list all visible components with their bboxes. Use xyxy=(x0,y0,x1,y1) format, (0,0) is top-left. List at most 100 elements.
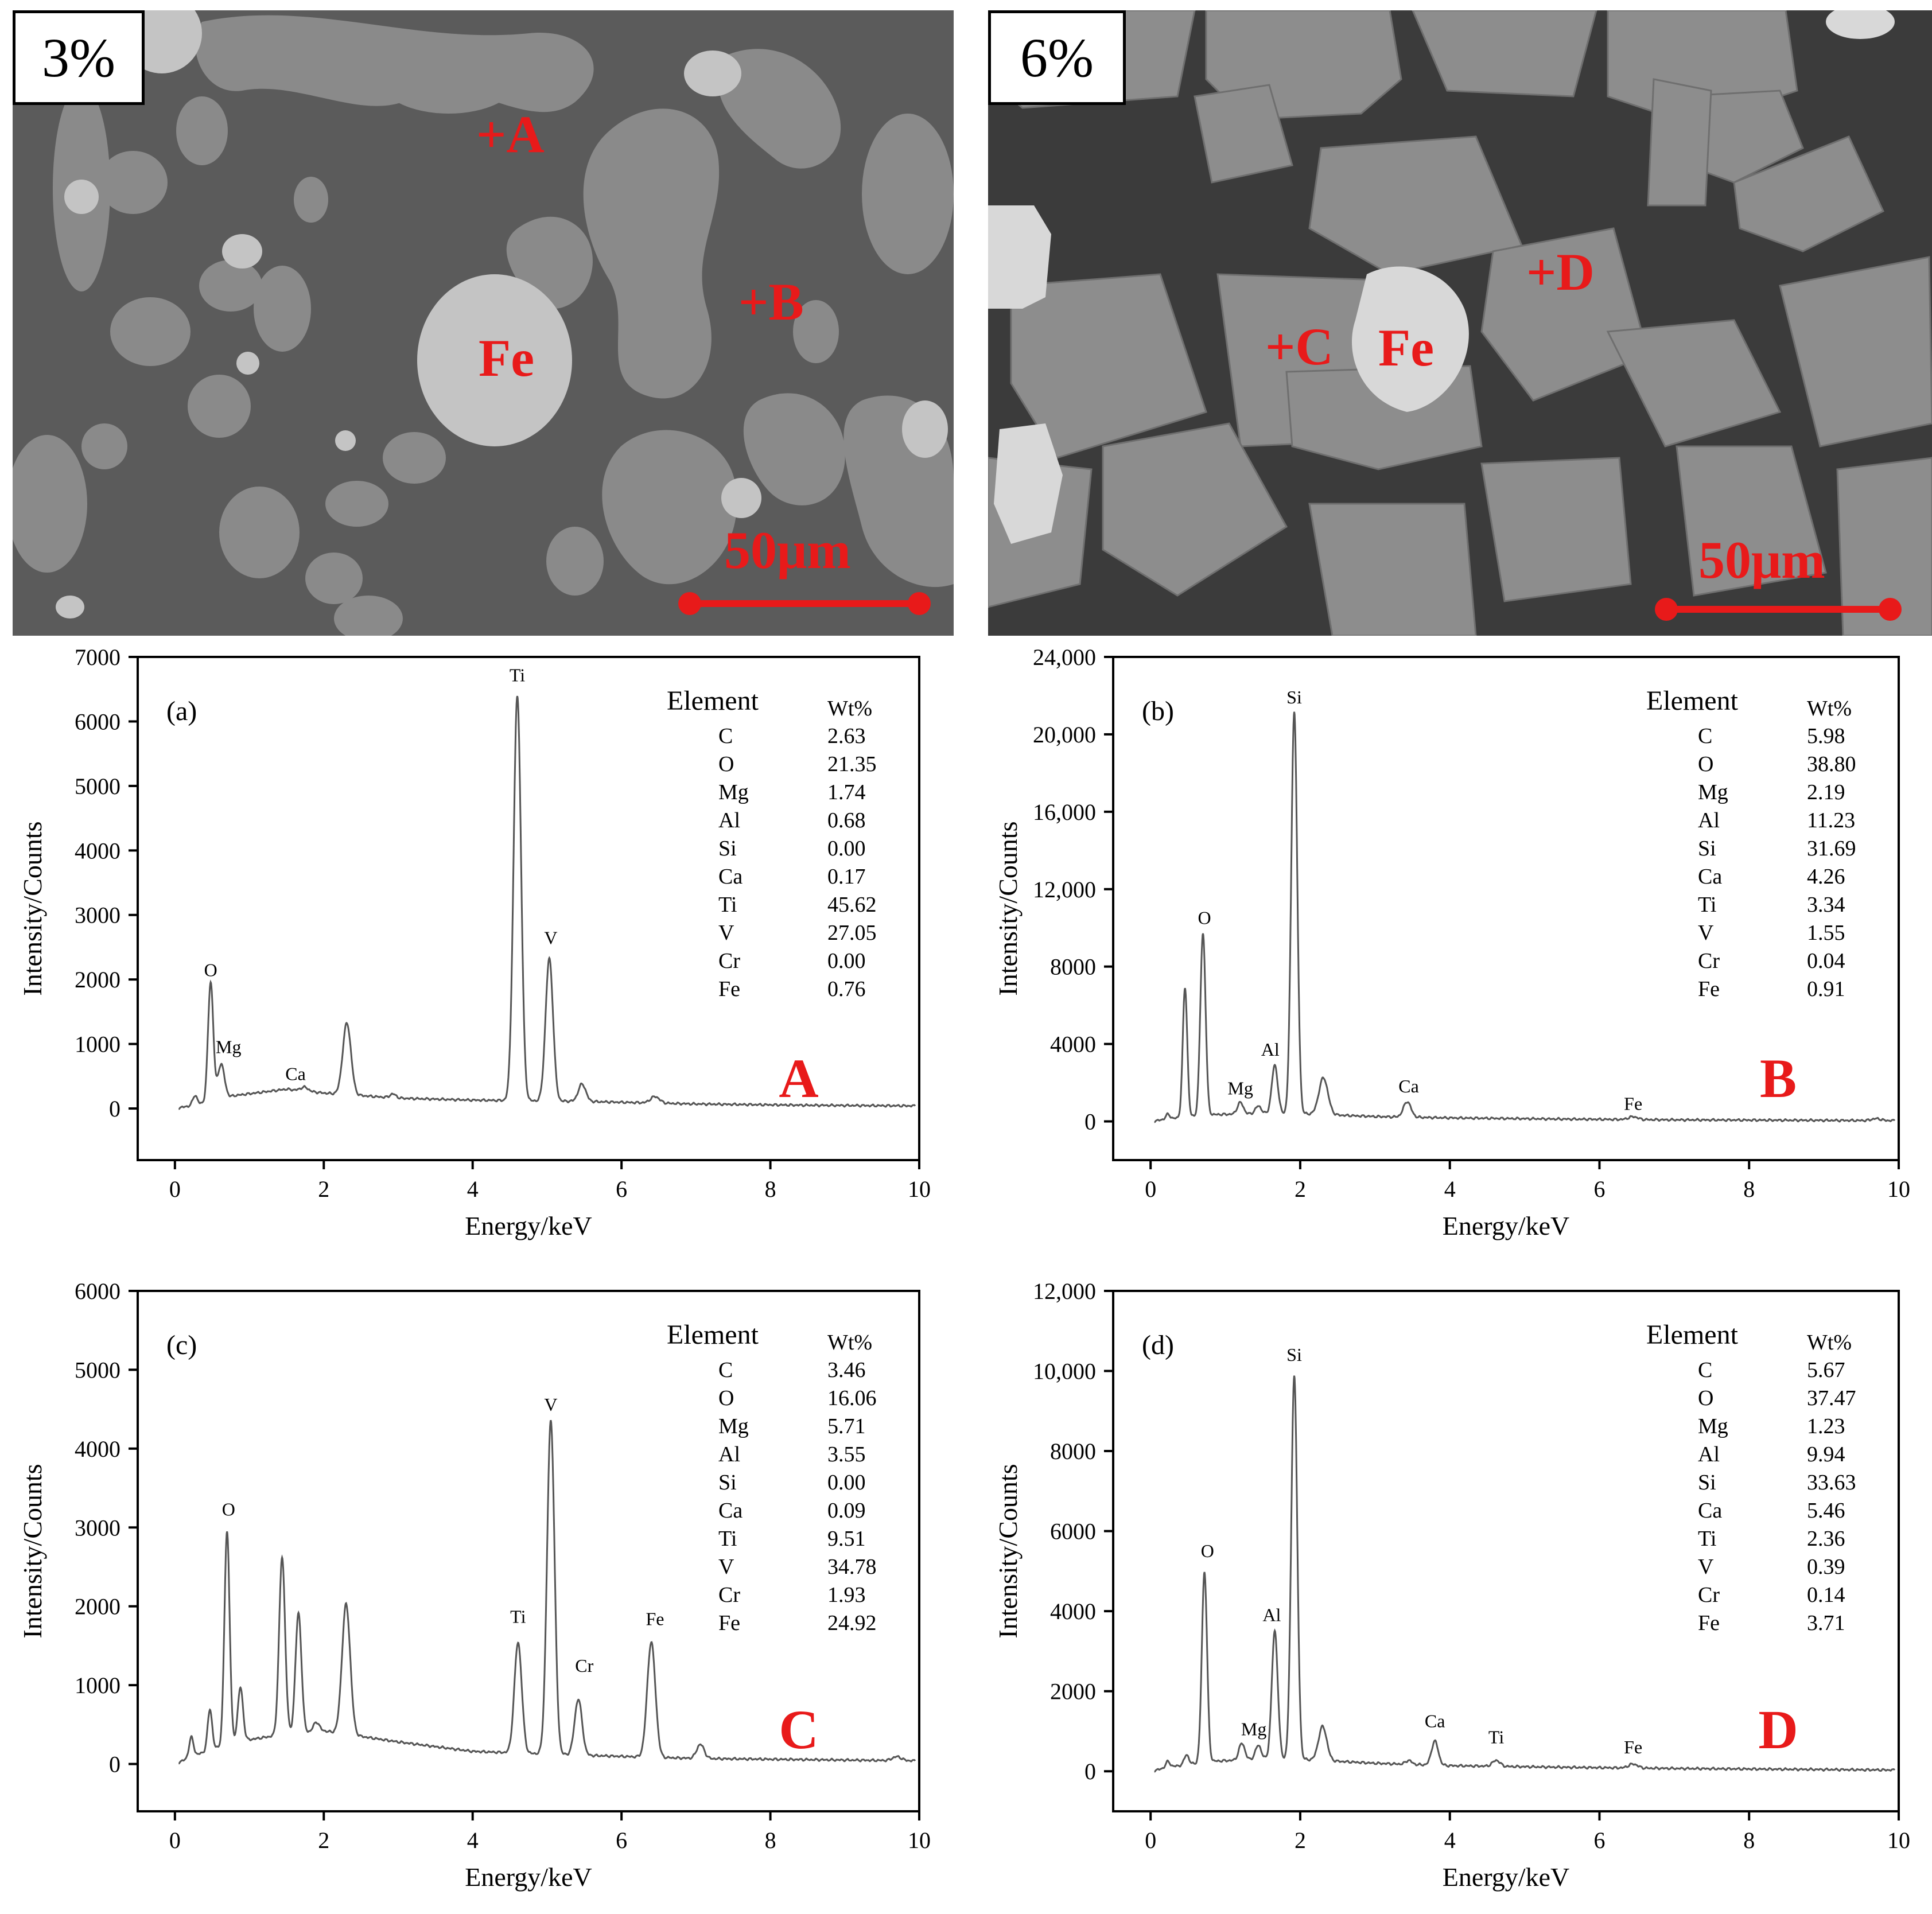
table-wt: 0.91 xyxy=(1807,977,1845,1001)
table-element: Ca xyxy=(1698,1499,1722,1523)
peak-label: Ca xyxy=(1398,1076,1419,1096)
y-tick-label: 6000 xyxy=(1050,1519,1096,1545)
y-tick-label: 8000 xyxy=(1050,954,1096,980)
table-element: Si xyxy=(718,1470,737,1495)
peak-label: Al xyxy=(1262,1605,1281,1625)
scale-bar-label: 50μm xyxy=(724,521,851,579)
y-axis-label: Intensity/Counts xyxy=(993,821,1023,995)
x-tick-label: 2 xyxy=(318,1176,329,1202)
table-element: V xyxy=(718,1555,734,1579)
y-tick-label: 6000 xyxy=(75,1278,120,1304)
peak-label: Mg xyxy=(1241,1718,1266,1739)
y-tick-label: 2000 xyxy=(75,967,120,993)
table-element: V xyxy=(1698,921,1714,945)
y-tick-label: 5000 xyxy=(75,773,120,799)
table-wt: 1.93 xyxy=(827,1583,866,1607)
table-element: C xyxy=(1698,724,1712,748)
table-wt: 34.78 xyxy=(827,1555,877,1579)
table-wt: 1.55 xyxy=(1807,921,1845,945)
peak-label: Si xyxy=(1286,1344,1302,1365)
peak-label: Fe xyxy=(1624,1737,1642,1757)
table-element: Ti xyxy=(718,893,737,917)
table-wt: 3.55 xyxy=(827,1442,866,1466)
table-wt: 0.39 xyxy=(1807,1555,1845,1579)
x-axis-label: Energy/keV xyxy=(1443,1211,1569,1240)
y-tick-label: 24,000 xyxy=(1033,644,1096,670)
sem-image-3pct: 3% +A +B Fe 50μm xyxy=(13,10,954,636)
y-tick-label: 0 xyxy=(109,1096,120,1122)
y-tick-label: 2000 xyxy=(1050,1679,1096,1705)
y-tick-label: 0 xyxy=(1084,1109,1096,1135)
table-element: Fe xyxy=(718,977,740,1001)
table-element: Fe xyxy=(718,1611,740,1635)
table-element: Ti xyxy=(718,1527,737,1551)
table-element: C xyxy=(1698,1358,1712,1382)
table-element: Mg xyxy=(718,780,749,804)
spectrum-line xyxy=(178,1419,916,1765)
peak-label: Ca xyxy=(285,1064,306,1084)
y-tick-label: 8000 xyxy=(1050,1438,1096,1464)
table-element: Mg xyxy=(1698,780,1728,804)
table-header-element: Element xyxy=(1646,686,1739,716)
table-element: Cr xyxy=(1698,949,1720,973)
table-wt: 37.47 xyxy=(1807,1386,1856,1410)
peak-label: O xyxy=(1198,907,1211,928)
y-tick-label: 0 xyxy=(109,1752,120,1777)
sem-inclusions xyxy=(988,10,1895,544)
plot-frame xyxy=(137,1290,920,1812)
table-element: C xyxy=(718,1358,733,1382)
y-tick-label: 20,000 xyxy=(1033,722,1096,748)
sem-micrograph-6pct xyxy=(988,10,1932,636)
sem-tag-3pct: 3% xyxy=(13,10,145,105)
point-b-marker: +B xyxy=(738,273,804,331)
eds-spectrum-c: 0 2 4 6 8 10 0 1000 2000 3000 4000 5000 6000 Energy/k… xyxy=(0,1278,953,1913)
eds-spectrum-d: 0 2 4 6 8 10 0 2000 4000 6000 8000 10,000 12,000 Ener… xyxy=(975,1278,1932,1913)
x-tick-label: 0 xyxy=(169,1176,181,1202)
table-wt: 0.00 xyxy=(827,1470,866,1495)
x-tick-label: 8 xyxy=(765,1827,776,1853)
scale-bar xyxy=(678,592,931,615)
table-wt: 31.69 xyxy=(1807,837,1856,861)
peak-label: Al xyxy=(1261,1039,1280,1060)
table-element: O xyxy=(718,752,734,776)
table-element: O xyxy=(718,1386,734,1410)
y-axis-label: Intensity/Counts xyxy=(18,821,47,995)
point-d-marker: +D xyxy=(1526,243,1595,301)
table-element: C xyxy=(718,724,733,748)
sem-inclusions xyxy=(56,10,948,618)
x-tick-label: 2 xyxy=(1295,1176,1306,1202)
x-tick-label: 4 xyxy=(467,1827,479,1853)
table-wt: 0.04 xyxy=(1807,949,1845,973)
table-header-element: Element xyxy=(667,686,759,716)
table-wt: 5.67 xyxy=(1807,1358,1845,1382)
eds-chart-c: 0 2 4 6 8 10 0 1000 2000 3000 4000 5000 6000 Energy/k… xyxy=(18,1278,931,1892)
table-element: Si xyxy=(718,837,737,861)
table-wt: 9.51 xyxy=(827,1527,866,1551)
table-wt: 11.23 xyxy=(1807,808,1855,832)
table-wt: 2.63 xyxy=(827,724,866,748)
table-element: Si xyxy=(1698,1470,1716,1495)
sem-image-6pct: 6% +C +D Fe 50μm xyxy=(988,10,1932,636)
x-tick-label: 8 xyxy=(1743,1827,1755,1853)
table-wt: 3.71 xyxy=(1807,1611,1845,1635)
y-tick-label: 12,000 xyxy=(1033,1278,1096,1304)
table-wt: 0.00 xyxy=(827,837,866,861)
peak-label: Ti xyxy=(1488,1726,1504,1747)
table-element: V xyxy=(718,921,734,945)
peak-label: O xyxy=(222,1499,235,1520)
table-wt: 16.06 xyxy=(827,1386,877,1410)
table-element: Ca xyxy=(718,865,743,889)
y-axis-label: Intensity/Counts xyxy=(993,1464,1023,1638)
plot-frame xyxy=(137,656,920,1161)
table-wt: 0.68 xyxy=(827,808,866,832)
table-wt: 45.62 xyxy=(827,893,877,917)
x-axis-label: Energy/keV xyxy=(465,1211,592,1240)
spectrum-line xyxy=(178,695,916,1110)
eds-chart-b: 0 2 4 6 8 10 0 4000 8000 12,000 16,000 20,000 24,000… xyxy=(993,644,1910,1240)
sem-tag-6pct: 6% xyxy=(988,10,1126,105)
table-wt: 0.09 xyxy=(827,1499,866,1523)
table-element: O xyxy=(1698,752,1713,776)
table-element: O xyxy=(1698,1386,1713,1410)
x-tick-label: 2 xyxy=(318,1827,329,1853)
peak-label: O xyxy=(1201,1540,1214,1561)
